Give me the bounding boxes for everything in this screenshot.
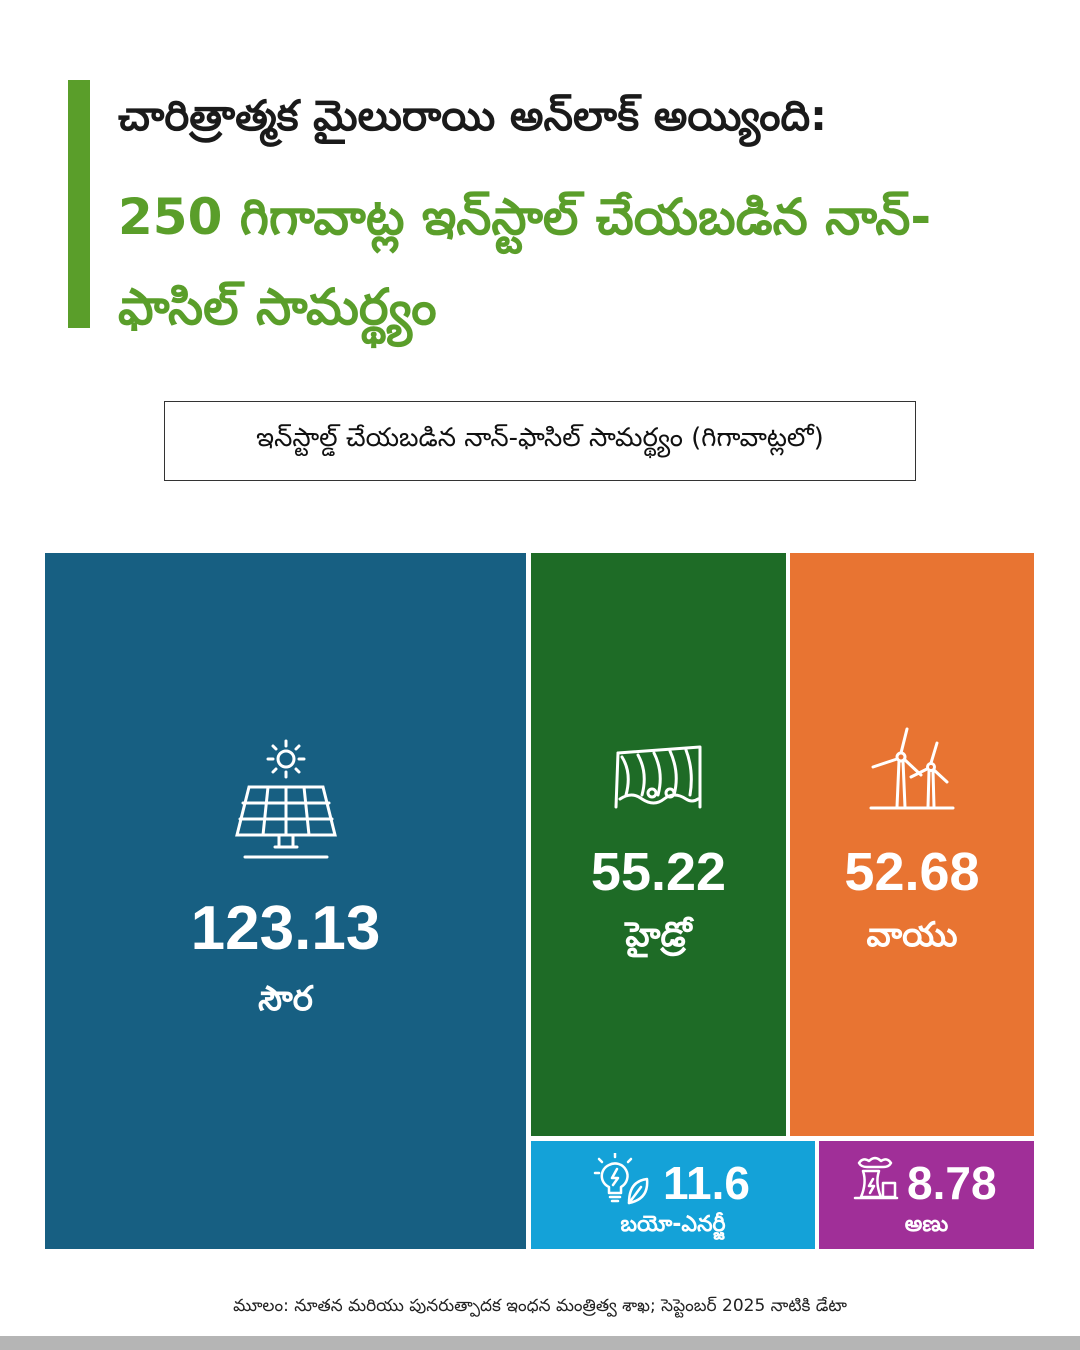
chart-title: ఇన్‌స్టాల్డ్ చేయబడిన నాన్-ఫాసిల్ సామర్థ్… — [164, 401, 916, 481]
value-bioenergy: 11.6 — [663, 1157, 750, 1209]
value-wind: 52.68 — [844, 842, 980, 902]
headline-line-2: 250 గిగావాట్ల ఇన్‌స్టాల్ చేయబడిన నాన్-ఫా… — [118, 188, 932, 336]
bottom-strip — [0, 1336, 1080, 1350]
chart-title-text: ఇన్‌స్టాల్డ్ చేయబడిన నాన్-ఫాసిల్ సామర్థ్… — [256, 423, 824, 453]
tile-bioenergy: 11.6 బయో-ఎనర్జీ — [531, 1141, 815, 1249]
accent-bar — [68, 80, 90, 328]
label-hydro: హైడ్రో — [625, 915, 692, 955]
tile-wind: 52.68 వాయు — [790, 553, 1034, 1136]
nuclear-plant-icon — [853, 1156, 899, 1200]
solar-panel-icon — [234, 739, 337, 859]
bulb-leaf-icon — [593, 1153, 649, 1205]
headline-line-1: చారిత్రాత్మక మైలురాయి అన్‌లాక్ అయ్యింది: — [118, 91, 827, 140]
label-solar: సౌర — [258, 979, 313, 1019]
value-solar: 123.13 — [190, 894, 381, 963]
tile-hydro: 55.22 హైడ్రో — [531, 553, 786, 1136]
label-nuclear: అణు — [904, 1212, 949, 1237]
value-hydro: 55.22 — [590, 842, 727, 902]
label-bioenergy: బయో-ఎనర్జీ — [620, 1212, 726, 1237]
source-note: మూలం: నూతన మరియు పునరుత్పాదక ఇంధన మంత్రి… — [233, 1296, 847, 1316]
hydro-dam-icon — [614, 745, 701, 809]
value-nuclear: 8.78 — [907, 1157, 997, 1209]
label-wind: వాయు — [866, 915, 958, 955]
tile-solar: 123.13 సౌర — [45, 553, 526, 1249]
wind-turbine-icon — [869, 727, 955, 810]
tile-nuclear: 8.78 అణు — [819, 1141, 1034, 1249]
